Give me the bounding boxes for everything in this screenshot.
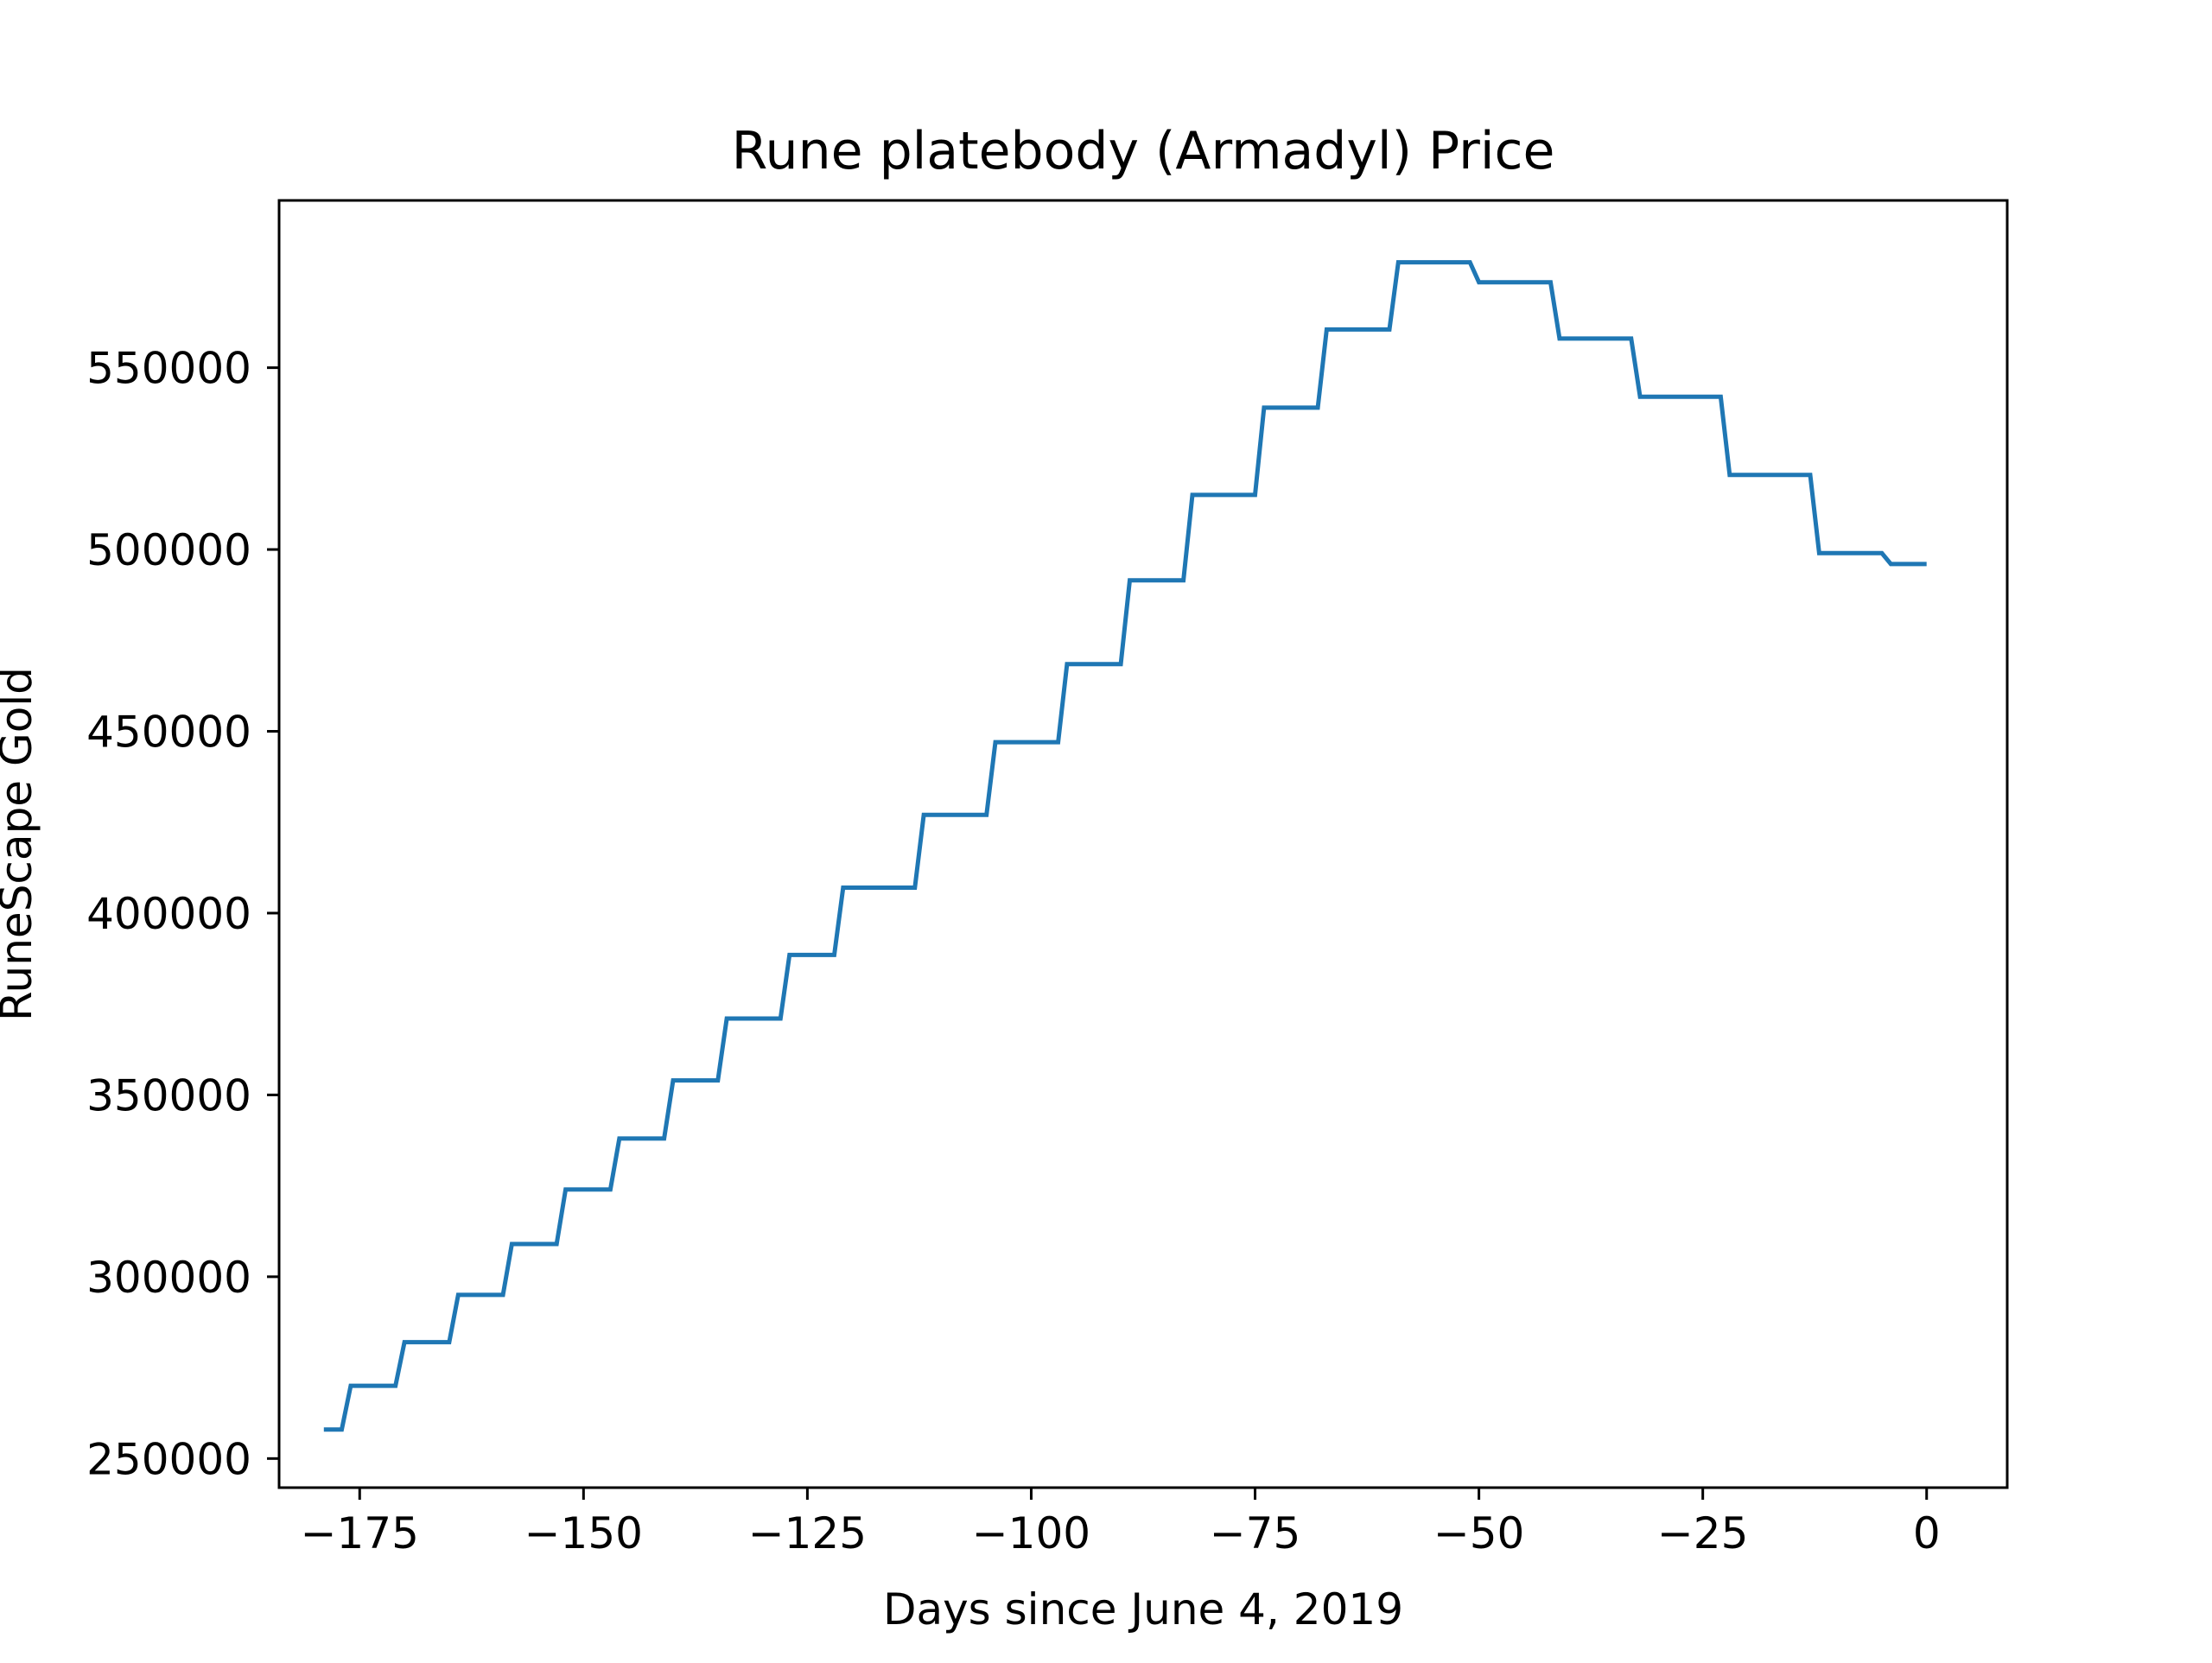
y-tick-label: 250000 xyxy=(86,1434,251,1484)
x-tick-label: −100 xyxy=(972,1508,1090,1558)
y-tick-label: 350000 xyxy=(86,1070,251,1120)
x-axis: −175 −150 −125 −100 −75 −50 −25 0 xyxy=(301,1488,1941,1558)
x-tick-label: −75 xyxy=(1210,1508,1301,1558)
y-tick-label: 450000 xyxy=(86,708,251,758)
y-axis: 250000 300000 350000 400000 450000 500000 5500… xyxy=(86,344,279,1484)
series-line-0 xyxy=(323,260,1927,1432)
y-tick-label: 550000 xyxy=(86,344,251,394)
x-tick-label: −125 xyxy=(748,1508,867,1558)
chart-title: Rune platebody (Armadyl) Price xyxy=(732,121,1555,181)
y-tick-label: 300000 xyxy=(86,1253,251,1303)
x-axis-label: Days since June 4, 2019 xyxy=(883,1584,1403,1634)
y-tick-label: 400000 xyxy=(86,889,251,939)
plot-area xyxy=(323,260,1927,1432)
x-tick-label: −25 xyxy=(1657,1508,1749,1558)
x-tick-label: −175 xyxy=(301,1508,419,1558)
plot-frame xyxy=(277,199,2009,1489)
y-tick-label: 500000 xyxy=(86,525,251,575)
x-tick-label: −150 xyxy=(524,1508,643,1558)
x-tick-label: −50 xyxy=(1433,1508,1525,1558)
y-axis-label: RuneScape Gold xyxy=(0,667,41,1021)
x-tick-label: 0 xyxy=(1913,1508,1941,1558)
